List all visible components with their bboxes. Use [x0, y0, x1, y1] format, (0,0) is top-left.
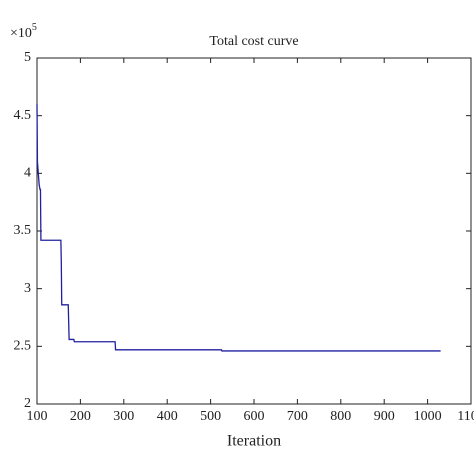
x-tick-label: 900	[374, 409, 395, 424]
x-tick-label: 400	[157, 409, 178, 424]
y-tick-label: 3	[24, 281, 31, 296]
x-axis-label: Iteration	[227, 433, 281, 450]
cost-line	[36, 104, 441, 352]
chart-title: Total cost curve	[209, 34, 298, 49]
x-tick-label: 300	[113, 409, 134, 424]
y-tick-label: 2	[24, 396, 31, 411]
x-tick-label: 600	[244, 409, 265, 424]
y-tick-label: 4	[24, 166, 31, 181]
x-tick-label: 500	[200, 409, 221, 424]
y-multiplier-exponent: 5	[32, 22, 37, 33]
y-tick-label: 4.5	[14, 108, 32, 123]
x-tick-label: 1000	[414, 409, 442, 424]
x-tick-label: 800	[330, 409, 351, 424]
y-tick-label: 5	[24, 50, 31, 65]
y-multiplier: ×105	[10, 22, 37, 41]
x-tick-label: 700	[287, 409, 308, 424]
x-tick-label: 100	[27, 409, 48, 424]
y-multiplier-base: ×10	[10, 26, 32, 41]
plot-frame	[36, 57, 472, 405]
x-tick-label: 200	[70, 409, 91, 424]
y-tick-label: 3.5	[14, 223, 32, 238]
y-tick-label: 2.5	[14, 339, 32, 354]
x-tick-label: 1100	[457, 409, 474, 424]
